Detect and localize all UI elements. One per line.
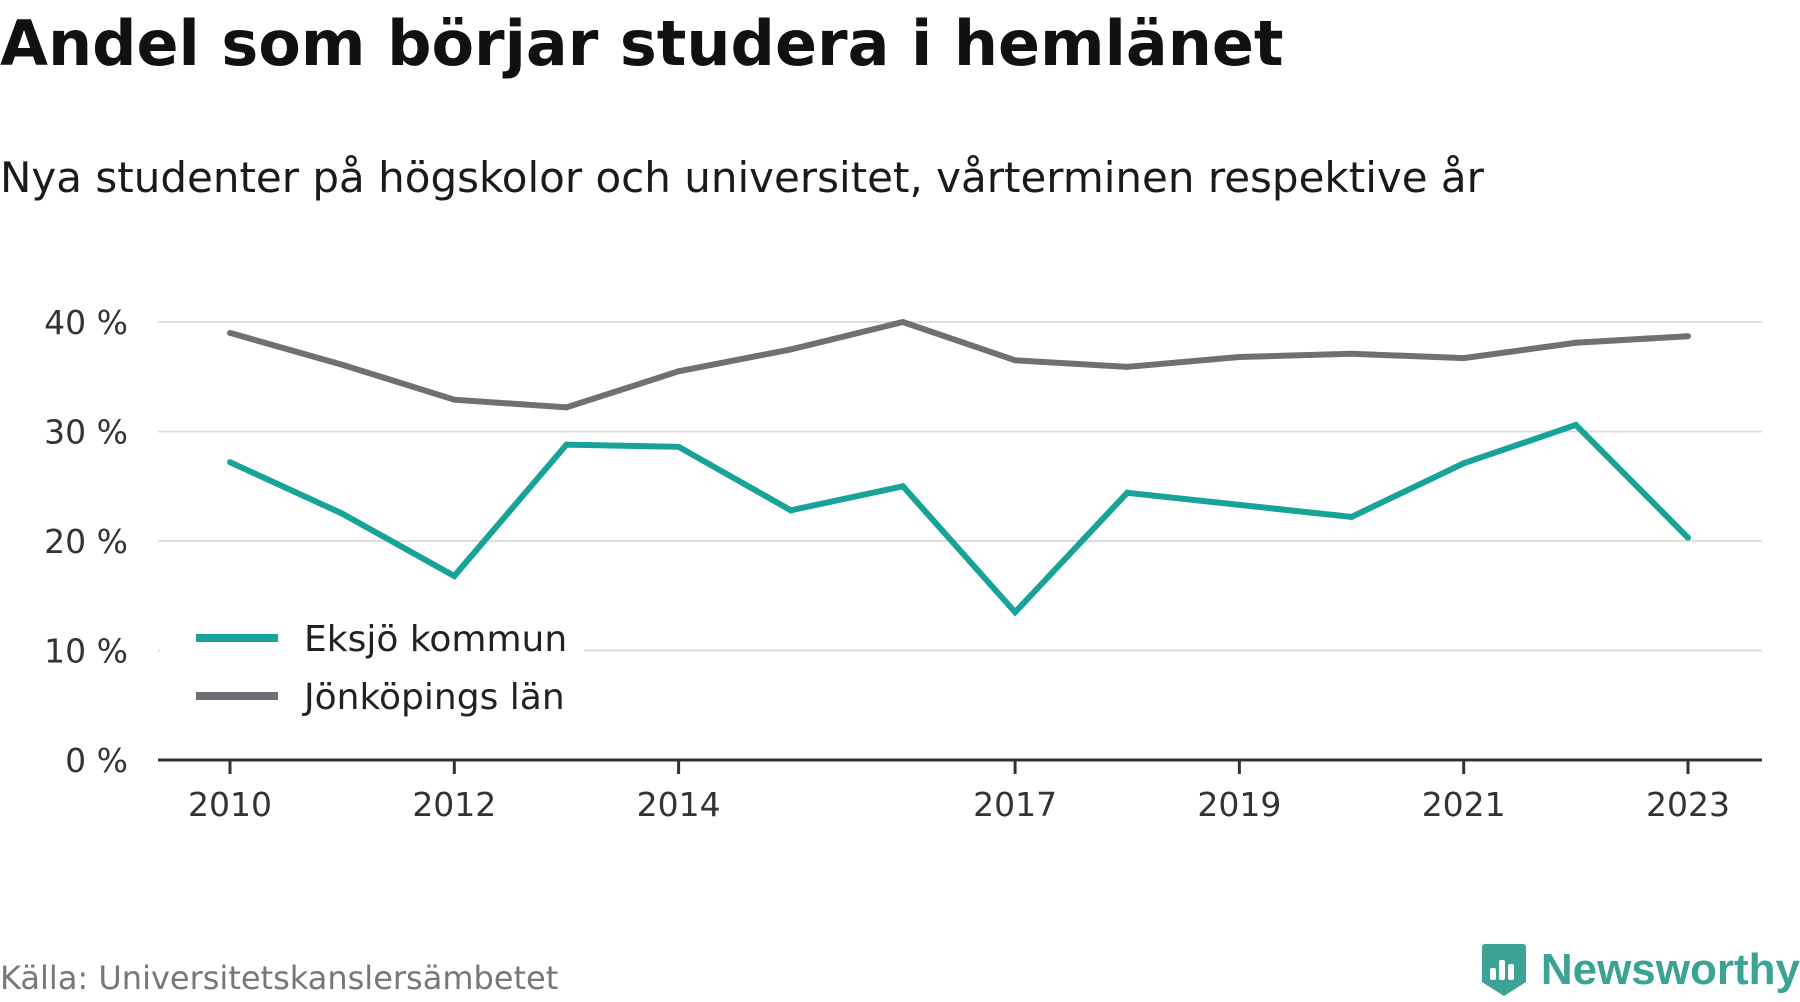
data-point xyxy=(1572,339,1579,346)
legend-background xyxy=(160,600,584,730)
data-point xyxy=(1348,513,1355,520)
brand: Newsworthy xyxy=(1481,938,1800,1002)
data-point xyxy=(1348,350,1355,357)
data-point xyxy=(787,507,794,514)
data-point xyxy=(563,404,570,411)
x-tick-label: 2017 xyxy=(973,785,1057,824)
data-point xyxy=(1012,609,1019,616)
data-point xyxy=(1124,489,1131,496)
data-point xyxy=(1460,355,1467,362)
y-tick-label: 30 % xyxy=(44,413,128,452)
x-axis: 2010 2012 2014 2017 2019 2021 2023 xyxy=(158,758,1762,824)
data-point xyxy=(1124,363,1131,370)
newsworthy-logo-icon xyxy=(1481,944,1526,996)
data-point xyxy=(227,329,233,336)
x-tick-label: 2014 xyxy=(637,785,721,824)
data-point xyxy=(1236,501,1243,508)
legend-label: Eksjö kommun xyxy=(304,619,567,660)
y-tick-label: 0 % xyxy=(65,741,128,780)
data-point xyxy=(1012,357,1019,364)
data-point xyxy=(339,510,346,517)
chart-subtitle: Nya studenter på högskolor och universit… xyxy=(0,153,1484,202)
data-point xyxy=(1572,421,1579,428)
x-tick-label: 2012 xyxy=(412,785,496,824)
y-tick-label: 20 % xyxy=(44,522,128,561)
x-tick-label: 2021 xyxy=(1422,785,1506,824)
legend-label: Jönköpings län xyxy=(302,677,565,718)
data-point xyxy=(899,319,906,325)
data-point xyxy=(675,368,682,375)
series-line-eksjo xyxy=(228,421,1691,617)
series-line-jonkoping xyxy=(229,318,1689,411)
data-point xyxy=(339,361,346,368)
data-point xyxy=(1460,460,1467,467)
chart-title: Andel som börjar studera i hemlänet xyxy=(0,7,1284,80)
data-point xyxy=(1685,534,1691,541)
data-point xyxy=(451,396,458,403)
x-tick-label: 2010 xyxy=(188,785,272,824)
source-note: Källa: Universitetskanslersämbetet xyxy=(0,959,559,997)
data-point xyxy=(787,346,794,353)
data-point xyxy=(1685,333,1691,340)
data-point xyxy=(899,483,906,490)
data-point xyxy=(451,573,458,580)
data-point xyxy=(563,441,570,448)
series-lines xyxy=(227,318,1691,617)
y-axis-labels: 0 % 10 % 20 % 30 % 40 % xyxy=(44,303,128,780)
y-tick-label: 40 % xyxy=(44,303,128,342)
data-point xyxy=(227,459,233,466)
legend: Eksjö kommun Jönköpings län xyxy=(160,600,584,730)
brand-name: Newsworthy xyxy=(1540,945,1800,994)
x-tick-label: 2019 xyxy=(1197,785,1281,824)
y-tick-label: 10 % xyxy=(44,632,128,671)
x-tick-label: 2023 xyxy=(1646,785,1730,824)
data-point xyxy=(1236,354,1243,361)
data-point xyxy=(675,443,682,450)
